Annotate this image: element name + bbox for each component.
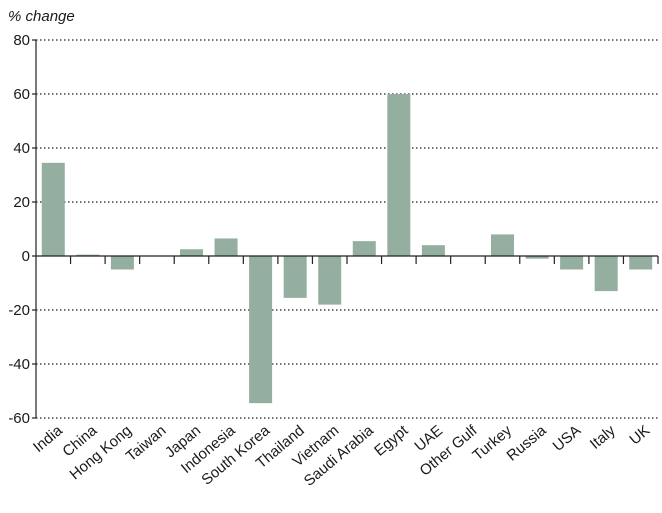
- bar: [283, 256, 307, 298]
- bar: [525, 256, 549, 259]
- y-tick-label: -40: [8, 356, 30, 373]
- y-tick-label: 0: [22, 248, 30, 265]
- y-axis-unit-label: % change: [8, 8, 75, 25]
- x-tick-label: Egypt: [371, 422, 412, 460]
- axes: [32, 39, 659, 419]
- bar: [421, 245, 445, 256]
- bar: [41, 162, 65, 256]
- x-tick-label: India: [30, 422, 66, 456]
- bar: [180, 249, 203, 256]
- gridlines: [36, 39, 658, 419]
- bar: [318, 256, 342, 305]
- bar: [491, 234, 514, 256]
- bar: [594, 256, 618, 292]
- bar: [214, 238, 238, 256]
- y-tick-label: 40: [13, 140, 30, 157]
- bar: [249, 256, 273, 404]
- x-tick-label: Italy: [587, 422, 619, 453]
- y-tick-label: 20: [13, 194, 30, 211]
- x-tick-label: Taiwan: [123, 422, 170, 465]
- y-tick-labels: 80 60 40 20 0 -20 -40 -60: [8, 32, 30, 427]
- y-tick-label: -20: [8, 302, 30, 319]
- y-tick-label: 60: [13, 86, 30, 103]
- x-tick-label: UK: [626, 422, 653, 448]
- bars: [41, 94, 653, 404]
- x-tick-label: Russia: [504, 422, 551, 465]
- x-tick-label: USA: [550, 422, 585, 455]
- bar: [352, 241, 376, 256]
- bar: [76, 254, 100, 256]
- bar: [110, 256, 134, 270]
- bar: [629, 256, 653, 270]
- bar: [560, 256, 584, 270]
- y-tick-label: 80: [13, 32, 30, 49]
- bar: [387, 94, 411, 256]
- y-tick-label: -60: [8, 410, 30, 427]
